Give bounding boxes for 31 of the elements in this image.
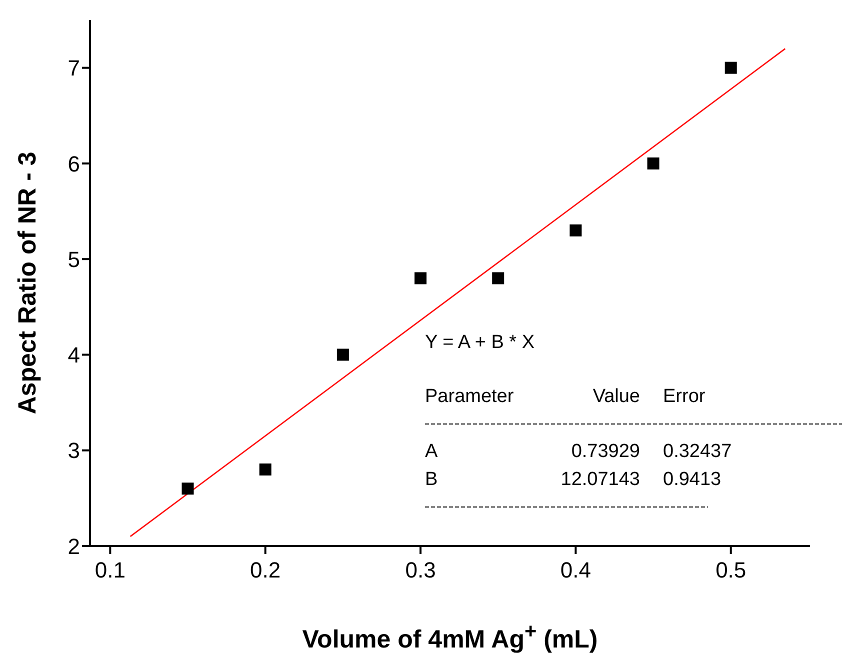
y-tick-label: 6 <box>68 151 80 176</box>
x-tick-label: 0.1 <box>94 558 126 583</box>
annotation: 0.73929 <box>571 441 640 463</box>
annotation: B <box>425 469 438 491</box>
annotation: Error <box>663 386 706 408</box>
x-tick-label: 0.5 <box>716 558 746 583</box>
annotation: 0.9413 <box>663 469 722 491</box>
y-tick-label: 7 <box>68 56 80 81</box>
x-tick-label: 0.2 <box>250 558 281 583</box>
point <box>570 224 582 236</box>
x-tick-label: 0.3 <box>405 558 436 583</box>
y-tick-label: 4 <box>68 342 80 368</box>
x-tick-label: 0.4 <box>560 558 591 583</box>
y-tick-label: 5 <box>68 246 80 272</box>
y-tick-label: 3 <box>68 438 80 464</box>
annotation: Value <box>592 386 640 408</box>
point <box>259 463 272 476</box>
point <box>492 272 504 284</box>
y-axis-title: Aspect Ratio of NR - 3 <box>14 152 42 414</box>
point <box>647 157 660 170</box>
point <box>724 62 737 74</box>
point <box>182 482 194 495</box>
annotation: 0.32437 <box>663 441 732 463</box>
annotation: Y = A + B * X <box>425 332 535 354</box>
annotation: Parameter <box>425 386 514 408</box>
y-tick-label: 2 <box>68 534 80 559</box>
point <box>414 272 427 284</box>
annotation: 12.07143 <box>560 469 640 491</box>
point <box>336 348 349 361</box>
x-axis-title: Volume of 4mM Ag$^{+}$ (mL) <box>301 620 599 654</box>
annotation: A <box>425 441 438 463</box>
